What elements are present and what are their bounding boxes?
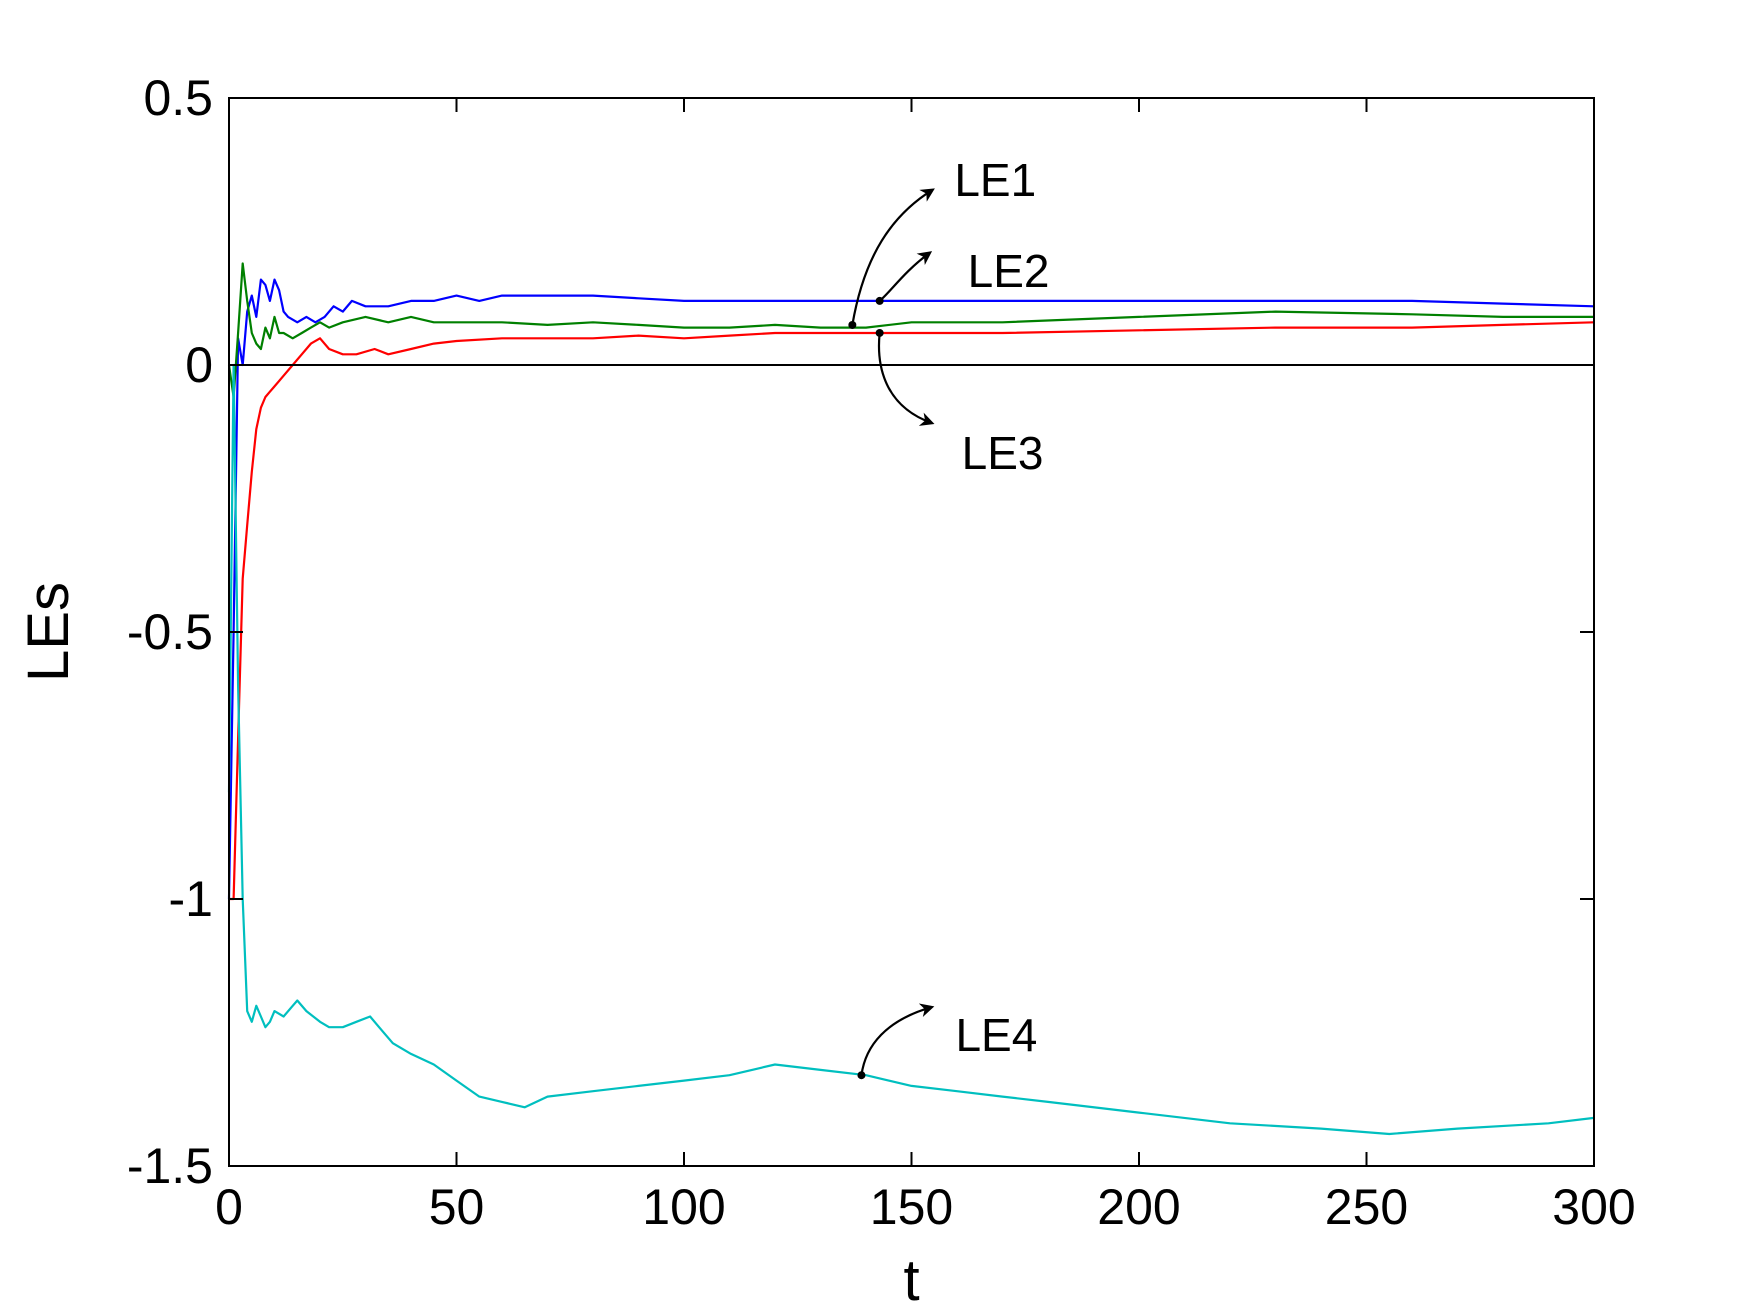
y-axis-label: LEs <box>16 582 81 682</box>
annotation-dot-2 <box>875 296 884 305</box>
annotation-arrow-1 <box>851 188 935 326</box>
x-tick-label: 0 <box>215 1179 243 1235</box>
series-line-1 <box>227 278 1595 900</box>
x-tick-label: 250 <box>1325 1179 1408 1235</box>
plot-frame <box>228 97 1595 1167</box>
annotation-dot-4 <box>857 1071 866 1080</box>
y-tick-label: -0.5 <box>127 604 213 660</box>
annotation-label-1: LE1 <box>954 154 1036 206</box>
x-tick-label: 300 <box>1552 1179 1635 1235</box>
annotation-arrow-2 <box>878 251 933 302</box>
x-tick-label: 150 <box>870 1179 953 1235</box>
series-line-3 <box>229 321 1595 901</box>
annotation-layer: LE1 LE2 LE3 LE4 <box>848 154 1050 1080</box>
x-tick-label: 200 <box>1097 1179 1180 1235</box>
annotation-dot-1 <box>848 320 857 329</box>
series-line-4 <box>227 363 1595 1136</box>
annotation-label-4: LE4 <box>955 1009 1037 1061</box>
series-line-2 <box>227 262 1594 399</box>
annotation-arrow-3 <box>877 332 935 426</box>
y-tick-label: -1 <box>169 871 213 927</box>
x-axis-label: t <box>903 1248 919 1313</box>
x-tick-label: 50 <box>429 1179 485 1235</box>
x-tick-label: 100 <box>642 1179 725 1235</box>
y-tick-label: 0 <box>185 337 213 393</box>
y-tick-label: -1.5 <box>127 1138 213 1194</box>
annotation-dot-3 <box>875 328 884 337</box>
annotation-arrow-4 <box>860 1003 935 1076</box>
annotation-label-2: LE2 <box>968 245 1050 297</box>
annotation-label-3: LE3 <box>962 427 1044 479</box>
series-layer <box>227 262 1595 1136</box>
y-tick-label: 0.5 <box>143 70 213 126</box>
axes-layer: 0 50 100 150 200 250 300 0.5 0 -0.5 -1 -1.5 <box>127 70 1636 1235</box>
